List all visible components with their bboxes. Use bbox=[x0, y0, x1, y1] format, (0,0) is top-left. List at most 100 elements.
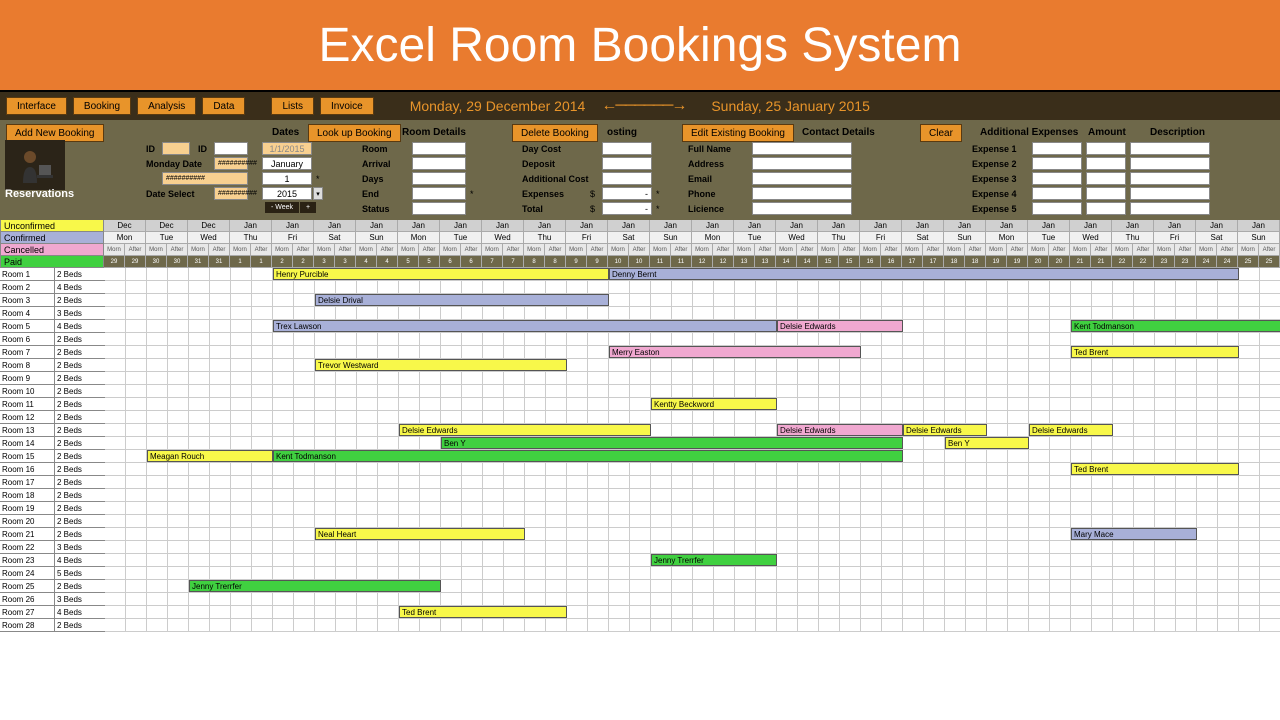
room-cell[interactable] bbox=[735, 281, 756, 294]
room-cell[interactable] bbox=[714, 372, 735, 385]
room-cell[interactable] bbox=[315, 424, 336, 437]
room-cell[interactable] bbox=[1050, 281, 1071, 294]
room-cell[interactable] bbox=[1071, 398, 1092, 411]
room-cell[interactable] bbox=[525, 372, 546, 385]
room-cell[interactable] bbox=[210, 372, 231, 385]
room-cell[interactable] bbox=[273, 554, 294, 567]
room-cell[interactable] bbox=[630, 294, 651, 307]
room-cell[interactable] bbox=[1239, 372, 1260, 385]
room-cell[interactable] bbox=[882, 307, 903, 320]
room-cell[interactable] bbox=[609, 502, 630, 515]
room-cell[interactable] bbox=[735, 515, 756, 528]
room-cell[interactable] bbox=[336, 606, 357, 619]
room-cell[interactable] bbox=[882, 489, 903, 502]
room-cell[interactable] bbox=[945, 359, 966, 372]
room-cell[interactable] bbox=[126, 281, 147, 294]
room-cell[interactable] bbox=[945, 411, 966, 424]
room-cell[interactable] bbox=[1218, 606, 1239, 619]
room-cell[interactable] bbox=[882, 346, 903, 359]
room-cell[interactable] bbox=[987, 554, 1008, 567]
room-cell[interactable] bbox=[1050, 580, 1071, 593]
room-cell[interactable] bbox=[1029, 502, 1050, 515]
room-cell[interactable] bbox=[567, 580, 588, 593]
booking-button[interactable]: Booking bbox=[73, 97, 131, 115]
room-cell[interactable] bbox=[924, 346, 945, 359]
room-cell[interactable] bbox=[1197, 567, 1218, 580]
room-cell[interactable] bbox=[1155, 307, 1176, 320]
room-cell[interactable] bbox=[1260, 515, 1280, 528]
room-cell[interactable] bbox=[714, 294, 735, 307]
room-cell[interactable] bbox=[651, 541, 672, 554]
room-cell[interactable] bbox=[945, 320, 966, 333]
room-cell[interactable] bbox=[609, 359, 630, 372]
room-cell[interactable] bbox=[588, 307, 609, 320]
booking-block[interactable]: Ted Brent bbox=[399, 606, 567, 618]
room-cell[interactable] bbox=[399, 372, 420, 385]
room-cell[interactable] bbox=[378, 372, 399, 385]
room-cell[interactable] bbox=[903, 541, 924, 554]
room-cell[interactable] bbox=[1239, 411, 1260, 424]
room-cell[interactable] bbox=[1008, 476, 1029, 489]
exp3-desc[interactable] bbox=[1130, 172, 1210, 185]
room-cell[interactable] bbox=[777, 502, 798, 515]
room-cell[interactable] bbox=[903, 359, 924, 372]
room-cell[interactable] bbox=[1260, 359, 1280, 372]
room-cell[interactable] bbox=[882, 515, 903, 528]
booking-block[interactable]: Delsie Edwards bbox=[399, 424, 651, 436]
room-cell[interactable] bbox=[168, 541, 189, 554]
room-cell[interactable] bbox=[378, 411, 399, 424]
room-cell[interactable] bbox=[777, 476, 798, 489]
room-cell[interactable] bbox=[210, 476, 231, 489]
room-cell[interactable] bbox=[882, 619, 903, 632]
room-cell[interactable] bbox=[1176, 385, 1197, 398]
room-cell[interactable] bbox=[651, 476, 672, 489]
room-cell[interactable] bbox=[1218, 476, 1239, 489]
room-cell[interactable] bbox=[273, 281, 294, 294]
room-cell[interactable] bbox=[105, 463, 126, 476]
room-cell[interactable] bbox=[693, 359, 714, 372]
room-cell[interactable] bbox=[273, 619, 294, 632]
room-cell[interactable] bbox=[693, 476, 714, 489]
room-cell[interactable] bbox=[819, 541, 840, 554]
room-cell[interactable] bbox=[273, 359, 294, 372]
room-cell[interactable] bbox=[1260, 606, 1280, 619]
room-cell[interactable] bbox=[756, 528, 777, 541]
room-cell[interactable] bbox=[1176, 294, 1197, 307]
room-cell[interactable] bbox=[630, 515, 651, 528]
room-cell[interactable] bbox=[525, 281, 546, 294]
room-cell[interactable] bbox=[798, 528, 819, 541]
room-cell[interactable] bbox=[1134, 593, 1155, 606]
room-cell[interactable] bbox=[651, 411, 672, 424]
room-cell[interactable] bbox=[861, 372, 882, 385]
room-cell[interactable] bbox=[315, 398, 336, 411]
room-cell[interactable] bbox=[882, 593, 903, 606]
room-cell[interactable] bbox=[945, 593, 966, 606]
room-cell[interactable] bbox=[714, 411, 735, 424]
room-cell[interactable] bbox=[441, 502, 462, 515]
room-cell[interactable] bbox=[399, 541, 420, 554]
room-cell[interactable] bbox=[1155, 593, 1176, 606]
room-cell[interactable] bbox=[1197, 372, 1218, 385]
email-field[interactable] bbox=[752, 172, 852, 185]
room-cell[interactable] bbox=[945, 294, 966, 307]
room-cell[interactable] bbox=[672, 541, 693, 554]
address-field[interactable] bbox=[752, 157, 852, 170]
booking-block[interactable]: Delsie Edwards bbox=[777, 320, 903, 332]
room-cell[interactable] bbox=[735, 528, 756, 541]
room-cell[interactable] bbox=[294, 567, 315, 580]
room-cell[interactable] bbox=[1239, 385, 1260, 398]
room-cell[interactable] bbox=[651, 385, 672, 398]
room-cell[interactable] bbox=[252, 320, 273, 333]
room-cell[interactable] bbox=[546, 307, 567, 320]
room-cell[interactable] bbox=[231, 320, 252, 333]
room-cell[interactable] bbox=[1071, 502, 1092, 515]
room-cell[interactable] bbox=[294, 359, 315, 372]
room-cell[interactable] bbox=[483, 307, 504, 320]
room-cell[interactable] bbox=[252, 307, 273, 320]
room-cell[interactable] bbox=[609, 385, 630, 398]
room-cell[interactable] bbox=[987, 398, 1008, 411]
room-cell[interactable] bbox=[924, 385, 945, 398]
room-cell[interactable] bbox=[588, 489, 609, 502]
room-cell[interactable] bbox=[1008, 606, 1029, 619]
room-cell[interactable] bbox=[1071, 489, 1092, 502]
